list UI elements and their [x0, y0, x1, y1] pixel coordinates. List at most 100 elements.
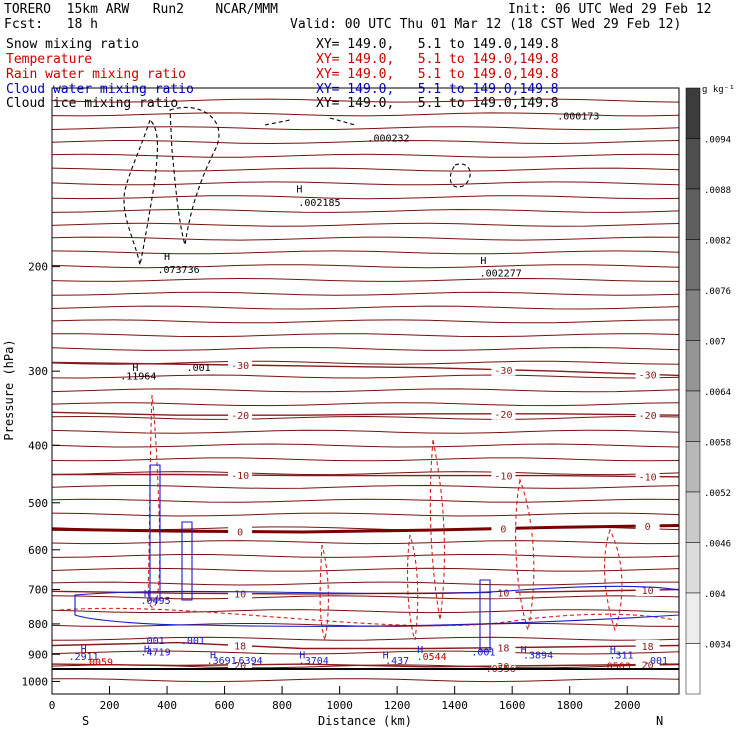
annotation-6: .002185 — [298, 198, 340, 209]
background-contour-11 — [51, 250, 680, 255]
x-tick-label-3: 600 — [215, 699, 235, 712]
colorbar-segment-2 — [685, 188, 701, 240]
north-label: N — [656, 714, 663, 728]
temperature-label-bg-0-2 — [635, 519, 660, 532]
background-contour-32 — [51, 540, 680, 545]
background-contour-12 — [51, 264, 680, 269]
temperature-label-bg--20-1 — [491, 407, 516, 420]
annotation-2: H — [164, 252, 170, 263]
field-name-snow: Snow mixing ratio — [6, 37, 140, 52]
annotation-29: .001 — [471, 648, 495, 659]
background-contour-26 — [51, 457, 680, 462]
background-contour-28 — [51, 484, 680, 489]
header-fcst: Fcst: 18 h — [4, 17, 98, 32]
temperature-label-18-1: 18 — [497, 644, 509, 655]
background-contour-6 — [51, 181, 680, 186]
annotation-7: H — [480, 256, 486, 267]
contour-annotations: H.11964H.073736.001H.002185H.002277.0002… — [69, 111, 668, 675]
field-xy-rain: XY= 149.0, 5.1 to 149.0,149.8 — [316, 67, 559, 82]
field-name-cloud-ice: Cloud ice mixing ratio — [6, 96, 179, 111]
annotation-13: H — [81, 644, 87, 655]
colorbar-segment-10 — [685, 592, 701, 644]
background-contour-18 — [51, 346, 680, 351]
colorbar-tick-8: .0046 — [704, 540, 731, 550]
annotation-35: .001 — [644, 656, 668, 667]
temperature-label-bg--20-0 — [228, 409, 253, 422]
background-contour-40 — [51, 650, 680, 655]
temperature-label-bg-18-1 — [491, 641, 516, 654]
annotation-1: .11964 — [120, 372, 156, 383]
ice-contour-2 — [169, 106, 220, 246]
background-contour-4 — [51, 153, 680, 158]
background-contour-7 — [51, 195, 680, 200]
y-axis-label: Pressure (hPa) — [2, 339, 16, 440]
annotation-20: H — [210, 651, 216, 662]
south-label: S — [82, 714, 89, 728]
y-tick-label-6: 800 — [28, 618, 48, 631]
ice-contour-3 — [449, 163, 471, 188]
annotation-22: .6394 — [233, 656, 263, 667]
temperature-label-bg--30-2 — [635, 368, 660, 381]
colorbar-segment-5 — [685, 340, 701, 392]
temperature-contour--30 — [51, 361, 680, 377]
background-contour-9 — [51, 222, 680, 227]
plot-frame — [51, 87, 680, 695]
y-tick-label-7: 900 — [28, 648, 48, 661]
temperature-label-10-2: 10 — [642, 586, 654, 597]
temperature-label--10-2: -10 — [639, 472, 657, 483]
background-contour-27 — [51, 471, 680, 476]
background-contour-39 — [51, 636, 680, 641]
annotation-34: .0563 — [601, 662, 631, 673]
background-contour-37 — [51, 609, 680, 614]
header-init: Init: 06 UTC Wed 29 Feb 12 — [508, 2, 712, 17]
background-contour-3 — [51, 139, 680, 145]
annotation-8: .002277 — [480, 269, 522, 280]
colorbar-tick-4: .007 — [704, 338, 726, 348]
temperature-label--10-0: -10 — [231, 471, 249, 482]
rain-contour-7 — [59, 607, 676, 627]
annotation-5: H — [296, 184, 302, 195]
annotation-26: .437 — [385, 656, 409, 667]
colorbar-segment-7 — [685, 441, 701, 493]
x-tick-label-0: 0 — [49, 699, 56, 712]
temperature-label-bg--30-0 — [228, 359, 253, 372]
x-tick-label-9: 1800 — [556, 699, 583, 712]
colorbar-tick-6: .0058 — [704, 439, 731, 449]
annotation-10: .000173 — [557, 111, 599, 122]
temperature-label-bg--10-0 — [228, 469, 253, 482]
temperature-label-bg--30-1 — [491, 363, 516, 376]
colorbar-tick-10: .0034 — [704, 641, 731, 651]
background-contour-22 — [51, 402, 680, 407]
temperature-label-0-1: 0 — [500, 524, 506, 535]
background-contour-17 — [51, 333, 680, 338]
annotation-17: .4719 — [140, 648, 170, 659]
y-tick-label-8: 1000 — [22, 675, 49, 688]
background-contour-30 — [51, 512, 680, 517]
annotation-33: .311 — [609, 651, 633, 662]
x-tick-label-6: 1200 — [384, 699, 411, 712]
annotation-21: .3691 — [207, 656, 237, 667]
x-tick-label-8: 1600 — [499, 699, 526, 712]
temperature-label-0-0: 0 — [237, 528, 243, 539]
field-xy-snow: XY= 149.0, 5.1 to 149.0,149.8 — [316, 37, 559, 52]
annotation-3: .073736 — [157, 265, 199, 276]
temperature-label-bg-0-1 — [491, 522, 516, 535]
colorbar-segment-0 — [685, 87, 701, 139]
temperature-label--10-1: -10 — [494, 472, 512, 483]
temperature-contour-20 — [51, 663, 680, 668]
temperature-label-20-1: 20 — [497, 662, 509, 673]
field-xy-cloud-water: XY= 149.0, 5.1 to 149.0,149.8 — [316, 82, 559, 97]
temperature-label-bg--10-1 — [491, 469, 516, 482]
colorbar-tick-9: .004 — [704, 590, 726, 600]
field-name-rain: Rain water mixing ratio — [6, 67, 187, 82]
annotation-28: .0544 — [417, 652, 447, 663]
rain-contour-3 — [406, 534, 419, 641]
temperature-label-10-0: 10 — [234, 590, 246, 601]
x-tick-label-4: 800 — [272, 699, 292, 712]
cloud-water-contour-1 — [149, 464, 161, 601]
colorbar-segment-8 — [685, 491, 701, 543]
colorbar-segment-11 — [685, 643, 701, 695]
y-tick-label-2: 400 — [28, 439, 48, 452]
annotation-16: H — [144, 644, 150, 655]
